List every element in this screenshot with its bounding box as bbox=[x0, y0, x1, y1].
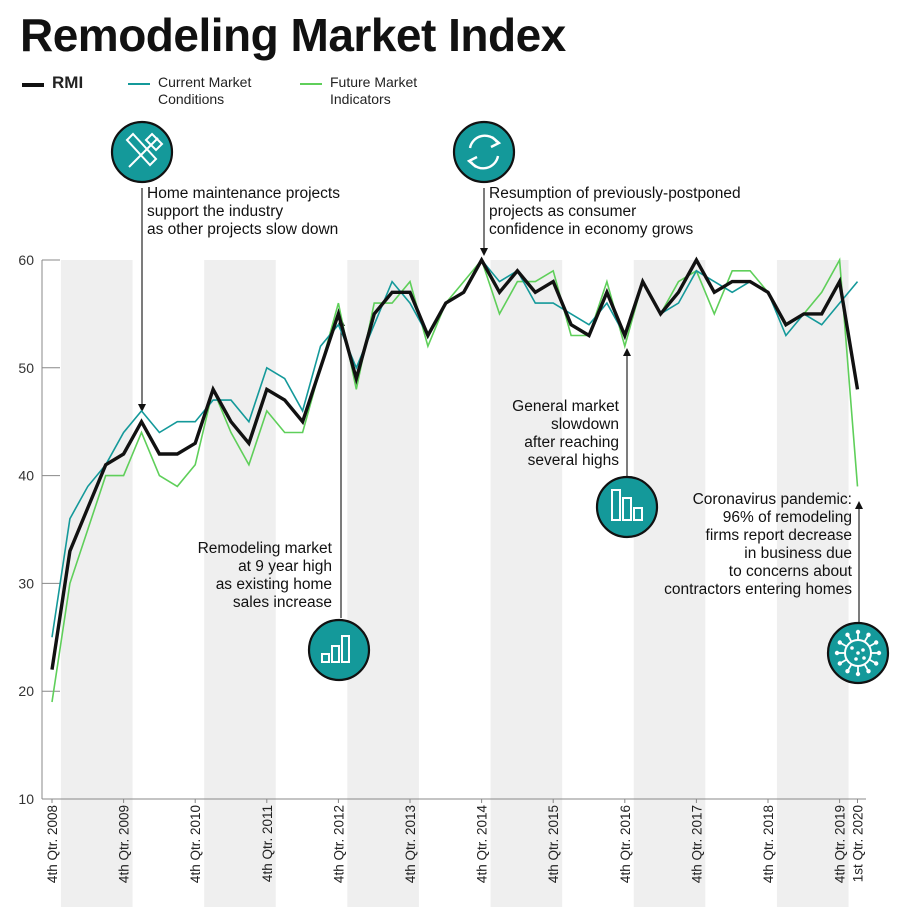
legend-swatch-rmi bbox=[22, 83, 44, 87]
x-tick-label: 4th Qtr. 2016 bbox=[618, 805, 633, 883]
rising-bars-icon bbox=[307, 618, 371, 682]
virus-dot bbox=[862, 656, 866, 660]
icon-bar bbox=[633, 507, 643, 521]
series-line-rmi bbox=[50, 256, 860, 670]
cycle-arrow-bottom bbox=[466, 155, 478, 168]
x-tick-label: 4th Qtr. 2010 bbox=[188, 805, 203, 883]
x-tick-label: 4th Qtr. 2017 bbox=[689, 805, 704, 883]
annotation-line: several highs bbox=[527, 452, 619, 469]
annotation-resumption: Resumption of previously-postponed proje… bbox=[489, 185, 741, 239]
annotation-line: to concerns about bbox=[728, 563, 852, 580]
annotation-line: Resumption of previously-postponed bbox=[489, 185, 741, 202]
annotation-line: contractors entering homes bbox=[664, 581, 852, 598]
virus-spike-tip bbox=[866, 668, 871, 674]
virus-spike-tip bbox=[855, 671, 861, 677]
annotation-nine-year-high: Remodeling market at 9 year high as exis… bbox=[198, 540, 332, 612]
icon-circle bbox=[452, 120, 516, 184]
annotation-line: Coronavirus pandemic: bbox=[692, 491, 852, 508]
legend-item-current-market-conditions: Current Market Conditions bbox=[128, 74, 278, 108]
virus-spike-tip bbox=[845, 632, 850, 638]
x-tick-label: 4th Qtr. 2011 bbox=[260, 805, 275, 882]
annotation-line: as other projects slow down bbox=[147, 221, 339, 238]
virus-spike-tip bbox=[876, 650, 882, 656]
refresh-cycle-icon bbox=[452, 120, 516, 184]
virus-spike-tip bbox=[873, 640, 879, 645]
virus-spike-tip bbox=[855, 629, 861, 635]
annotation-line: sales increase bbox=[232, 594, 332, 611]
virus-spike-tip bbox=[837, 661, 843, 666]
chart-title: Remodeling Market Index bbox=[20, 9, 566, 61]
virus-spike-tip bbox=[873, 661, 879, 666]
x-tick-label: 4th Qtr. 2014 bbox=[475, 805, 490, 884]
annotation-line: as existing home bbox=[215, 576, 332, 593]
virus-spike-tip bbox=[834, 650, 840, 656]
y-tick-label: 10 bbox=[18, 791, 34, 807]
annotation-slowdown: General market slowdown after reaching s… bbox=[512, 398, 619, 470]
legend-label-future: Future Market Indicators bbox=[330, 74, 418, 107]
icon-circle bbox=[595, 475, 659, 539]
wrench-shape bbox=[125, 132, 158, 167]
virus-spike-tip bbox=[866, 632, 871, 638]
x-tick-label: 1st Qtr. 2020 bbox=[851, 805, 866, 882]
series-line-future-market-indicators bbox=[51, 257, 859, 703]
icon-bar bbox=[321, 653, 330, 663]
annotation-line: slowdown bbox=[550, 416, 619, 433]
annotation-line: 96% of remodeling bbox=[722, 509, 852, 526]
annotation-line: projects as consumer bbox=[489, 203, 637, 220]
x-tick-label: 4th Qtr. 2015 bbox=[546, 805, 561, 883]
annotation-maintenance: Home maintenance projects support the in… bbox=[147, 185, 340, 239]
virus-icon bbox=[826, 621, 890, 685]
legend-label-current: Current Market Conditions bbox=[158, 74, 252, 107]
annotation-line: Remodeling market bbox=[197, 540, 332, 557]
y-tick-label: 60 bbox=[18, 252, 34, 268]
cycle-arrow-top bbox=[490, 136, 502, 149]
icon-bar bbox=[622, 497, 632, 521]
annotation-line: support the industry bbox=[147, 203, 284, 220]
legend-swatch-current bbox=[128, 83, 150, 85]
y-tick-label: 40 bbox=[18, 468, 34, 484]
y-tick-label: 50 bbox=[18, 360, 34, 376]
legend-item-future-market-indicators: Future Market Indicators bbox=[300, 74, 450, 108]
x-axis: 4th Qtr. 2008 4th Qtr. 2009 4th Qtr. 2010 4… bbox=[45, 799, 866, 883]
x-tick-label: 4th Qtr. 2012 bbox=[331, 805, 346, 883]
virus-spike-tip bbox=[845, 668, 850, 674]
annotation-arrows bbox=[138, 188, 863, 625]
annotation-line: Home maintenance projects bbox=[147, 185, 340, 202]
icon-bar bbox=[611, 489, 621, 521]
annotation-line: firms report decrease bbox=[705, 527, 852, 544]
annotation-line: at 9 year high bbox=[238, 558, 332, 575]
icon-bar bbox=[331, 645, 340, 663]
annotation-icons bbox=[110, 120, 890, 685]
x-tick-label: 4th Qtr. 2013 bbox=[403, 805, 418, 883]
annotation-line: after reaching bbox=[524, 434, 619, 451]
y-tick-label: 30 bbox=[18, 575, 34, 591]
legend: RMI Current Market Conditions Future Mar… bbox=[22, 74, 502, 114]
virus-dot bbox=[861, 648, 865, 652]
virus-dot bbox=[850, 646, 854, 650]
annotation-line: confidence in economy grows bbox=[489, 221, 694, 238]
virus-dot bbox=[854, 657, 858, 661]
falling-bars-icon bbox=[595, 475, 659, 539]
legend-item-rmi: RMI bbox=[22, 74, 83, 92]
virus-dot bbox=[856, 651, 860, 655]
icon-circle bbox=[110, 120, 174, 184]
legend-swatch-future bbox=[300, 83, 322, 85]
y-axis: 10 20 30 40 50 60 bbox=[18, 252, 866, 807]
x-tick-label: 4th Qtr. 2008 bbox=[45, 805, 60, 883]
series-lines bbox=[50, 256, 860, 703]
x-tick-label: 4th Qtr. 2019 bbox=[833, 805, 848, 883]
annotation-line: General market bbox=[512, 398, 619, 415]
annotation-coronavirus: Coronavirus pandemic: 96% of remodeling … bbox=[664, 491, 852, 599]
y-tick-label: 20 bbox=[18, 683, 34, 699]
x-tick-label: 4th Qtr. 2009 bbox=[117, 805, 132, 883]
legend-label-rmi: RMI bbox=[52, 73, 84, 92]
tools-icon bbox=[110, 120, 174, 184]
hammer-shape bbox=[128, 132, 164, 168]
virus-spike-tip bbox=[837, 640, 843, 645]
annotation-line: in business due bbox=[744, 545, 852, 562]
icon-bar bbox=[341, 635, 350, 663]
x-tick-label: 4th Qtr. 2018 bbox=[761, 805, 776, 883]
